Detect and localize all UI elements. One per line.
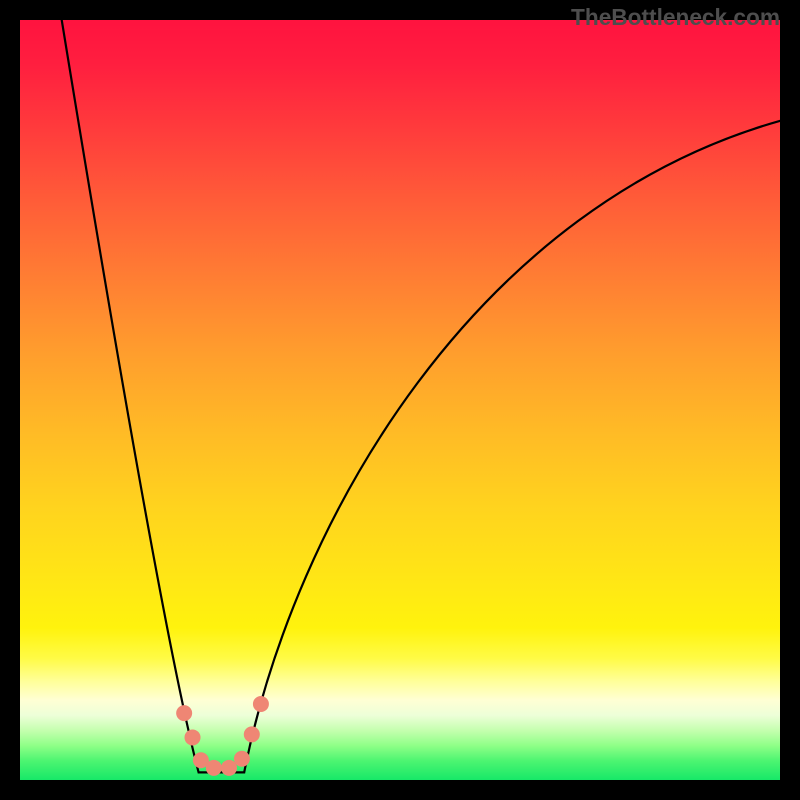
- marker-point: [176, 705, 192, 721]
- gradient-background: [20, 20, 780, 780]
- marker-point: [234, 751, 250, 767]
- chart-frame: TheBottleneck.com: [0, 0, 800, 800]
- marker-point: [221, 760, 237, 776]
- marker-point: [253, 696, 269, 712]
- chart-svg: [20, 20, 780, 780]
- marker-point: [185, 729, 201, 745]
- marker-point: [244, 726, 260, 742]
- plot-area: [20, 20, 780, 780]
- watermark-text: TheBottleneck.com: [571, 4, 780, 31]
- marker-point: [206, 760, 222, 776]
